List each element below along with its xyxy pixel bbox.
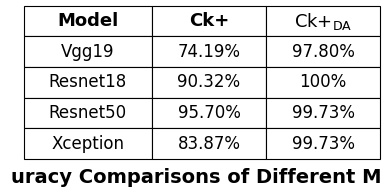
Bar	[24, 67, 152, 98]
Text: 100%: 100%	[299, 74, 347, 91]
Bar	[266, 36, 380, 67]
Text: uracy Comparisons of Different M: uracy Comparisons of Different M	[11, 168, 381, 187]
Text: Resnet18: Resnet18	[49, 74, 127, 91]
Bar	[24, 36, 152, 67]
Bar	[152, 67, 266, 98]
Text: Ck+: Ck+	[189, 12, 229, 30]
Bar	[152, 36, 266, 67]
Bar	[266, 67, 380, 98]
Bar	[266, 128, 380, 159]
Text: Ck+$_{\mathrm{DA}}$: Ck+$_{\mathrm{DA}}$	[294, 11, 352, 32]
Bar	[24, 6, 152, 36]
Text: 99.73%: 99.73%	[292, 135, 355, 153]
Bar	[266, 98, 380, 128]
Bar	[24, 98, 152, 128]
Text: Model: Model	[57, 12, 118, 30]
Bar	[152, 98, 266, 128]
Text: 74.19%: 74.19%	[178, 43, 241, 61]
Bar	[266, 6, 380, 36]
Text: 95.70%: 95.70%	[178, 104, 240, 122]
Bar	[152, 6, 266, 36]
Text: Xception: Xception	[51, 135, 124, 153]
Bar	[24, 128, 152, 159]
Text: Vgg19: Vgg19	[61, 43, 114, 61]
Text: Resnet50: Resnet50	[49, 104, 127, 122]
Text: 90.32%: 90.32%	[178, 74, 241, 91]
Text: 99.73%: 99.73%	[292, 104, 355, 122]
Text: 83.87%: 83.87%	[178, 135, 241, 153]
Bar	[152, 128, 266, 159]
Text: 97.80%: 97.80%	[292, 43, 355, 61]
